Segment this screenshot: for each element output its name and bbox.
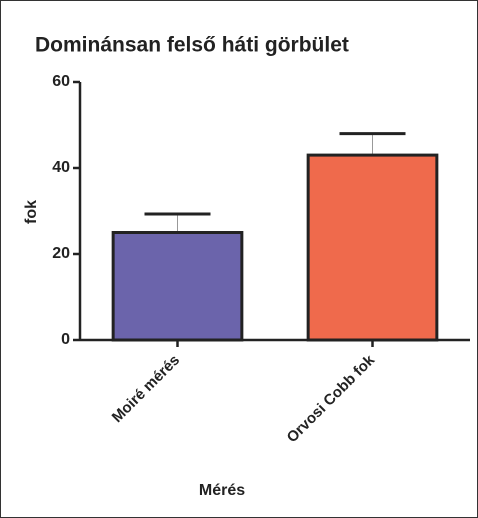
y-tick-label: 40 <box>52 159 70 176</box>
y-tick-label: 0 <box>61 331 70 348</box>
x-axis-label: Mérés <box>199 482 245 499</box>
chart-title: Dominánsan felső háti görbület <box>35 34 349 57</box>
y-tick-label: 60 <box>52 73 70 90</box>
y-axis-label: fok <box>23 200 40 224</box>
bar <box>306 153 439 342</box>
bar <box>111 231 244 342</box>
y-tick-label: 20 <box>52 245 70 262</box>
